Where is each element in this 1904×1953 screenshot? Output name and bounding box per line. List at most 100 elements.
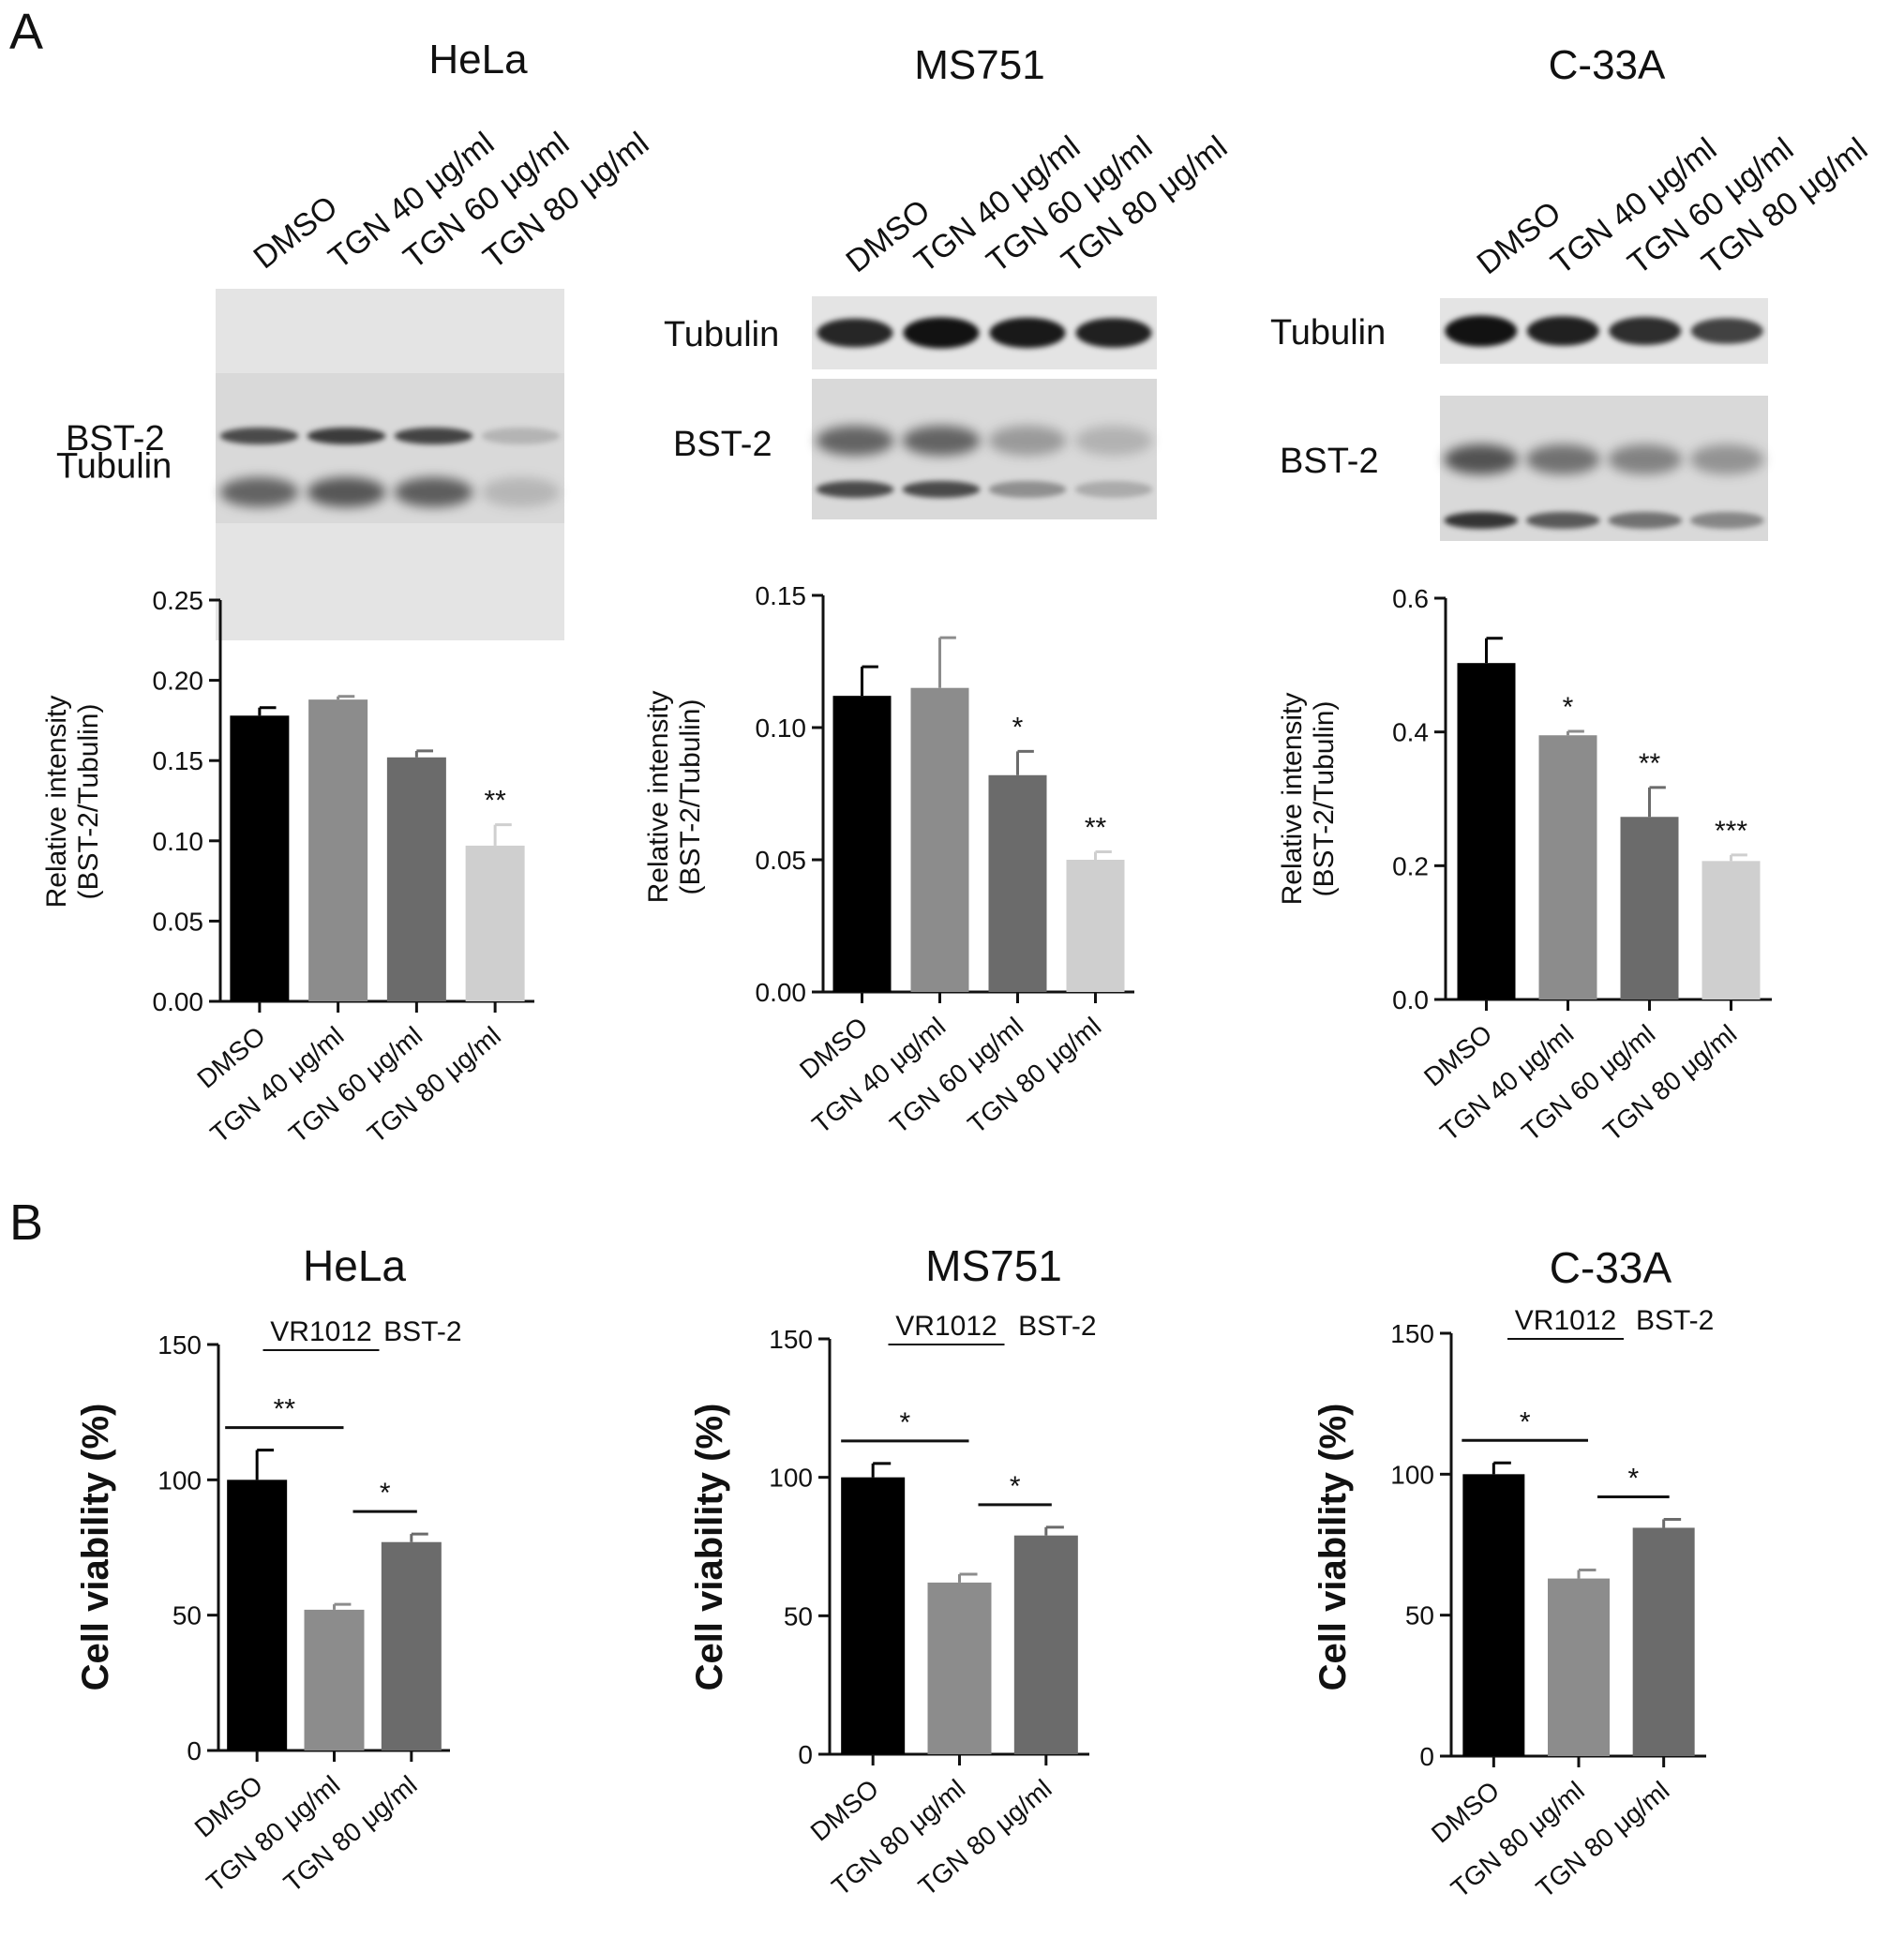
y-tick-label: 0: [798, 1740, 813, 1769]
y-tick-label: 0.10: [153, 827, 204, 856]
blot-title: HeLa: [428, 37, 528, 83]
y-tick-label: 0.10: [756, 714, 807, 743]
bar: [386, 757, 446, 1001]
significance-label: **: [274, 1394, 296, 1425]
bar: [988, 774, 1047, 992]
x-tick-label: TGN 60 μg/ml: [884, 1012, 1028, 1139]
bst2-band-upper: [1444, 444, 1519, 474]
band-label-tubulin: Tubulin: [664, 315, 779, 354]
y-axis-label: (BST-2/Tubulin): [1309, 701, 1340, 897]
bst2-band-upper: [394, 477, 473, 507]
group-label: BST-2: [1018, 1311, 1096, 1342]
bst2-band-upper: [1689, 444, 1764, 474]
y-tick-label: 0.05: [153, 907, 204, 936]
bst2-band-lower: [988, 481, 1067, 498]
bst2-band-lower: [394, 428, 473, 444]
significance-label: *: [1010, 1471, 1021, 1502]
chart-title: MS751: [925, 1241, 1062, 1290]
tubulin-band: [1075, 318, 1152, 348]
x-tick-label: TGN 80 μg/ml: [278, 1770, 423, 1898]
bst2-band-lower: [1525, 512, 1600, 529]
bst2-band-lower: [902, 481, 981, 498]
significance-label: **: [1639, 748, 1661, 779]
significance-label: *: [899, 1407, 910, 1438]
bar: [841, 1477, 906, 1754]
y-tick-label: 50: [1405, 1601, 1434, 1630]
x-tick-label: TGN 80 μg/ml: [962, 1012, 1106, 1139]
panel-label-a: A: [9, 4, 43, 60]
y-tick-label: 50: [172, 1601, 202, 1630]
tubulin-band: [817, 318, 893, 348]
y-tick-label: 150: [157, 1330, 202, 1360]
group-label: VR1012: [270, 1316, 371, 1347]
y-tick-label: 150: [1390, 1319, 1434, 1348]
y-tick-label: 100: [1390, 1460, 1434, 1489]
chart-2: 0.0 0.2 0.4 0.6 Relative intensity (BST-2/Tub…: [1277, 584, 1772, 1147]
bar: [227, 1480, 288, 1750]
y-tick-label: 0: [187, 1736, 202, 1765]
bar: [1632, 1527, 1695, 1756]
bar: [910, 687, 969, 992]
y-tick-label: 0.05: [756, 846, 807, 875]
chart-1: 0.00 0.05 0.10 0.15 Relative intensity (BST-2…: [643, 581, 1134, 1139]
bst2-band-lower: [1608, 512, 1683, 529]
group-label: BST-2: [383, 1316, 461, 1347]
significance-label: ***: [1715, 816, 1747, 847]
y-tick-label: 0.25: [153, 586, 204, 615]
y-axis-label: (BST-2/Tubulin): [73, 704, 104, 900]
bar: [1013, 1535, 1078, 1754]
y-tick-label: 150: [769, 1325, 813, 1354]
group-label: VR1012: [895, 1311, 997, 1342]
tubulin-band: [989, 317, 1066, 349]
significance-label: *: [1520, 1406, 1531, 1437]
significance-label: *: [380, 1478, 391, 1509]
bst2-band-lower: [481, 428, 561, 444]
tubulin-band: [1690, 318, 1763, 344]
bar: [304, 1609, 365, 1750]
bst2-band-upper: [481, 477, 561, 507]
x-tick-label: TGN 40 μg/ml: [205, 1021, 350, 1149]
bst2-band-upper: [816, 426, 894, 456]
lane-label: DMSO: [1471, 195, 1568, 282]
bst2-band-lower: [307, 428, 386, 444]
significance-label: **: [1085, 813, 1107, 844]
y-tick-label: 0.00: [756, 978, 807, 1007]
blot-title: C-33A: [1549, 42, 1666, 88]
bst2-band-lower: [1074, 481, 1153, 498]
x-tick-label: TGN 80 μg/ml: [362, 1021, 506, 1149]
bst2-band-upper: [902, 426, 981, 456]
tubulin-band: [1445, 315, 1518, 347]
y-axis-label: Relative intensity: [1277, 693, 1308, 906]
bar: [1457, 663, 1516, 999]
bst2-band-upper: [219, 477, 299, 507]
bar: [1462, 1474, 1525, 1756]
y-tick-label: 100: [157, 1465, 202, 1495]
band-label-bst2: BST-2: [66, 419, 165, 458]
y-axis-label: Cell viability (%): [75, 1404, 116, 1691]
x-tick-label: TGN 60 μg/ml: [283, 1021, 427, 1149]
bst2-band-upper: [307, 477, 386, 507]
x-tick-label: DMSO: [805, 1774, 884, 1847]
bar: [1620, 817, 1679, 999]
bst2-band-upper: [1525, 444, 1600, 474]
bar: [832, 696, 892, 992]
panel-label-b: B: [9, 1194, 43, 1251]
significance-label: *: [1563, 692, 1574, 723]
y-tick-label: 0.00: [153, 987, 204, 1016]
significance-label: *: [1627, 1463, 1639, 1494]
y-tick-label: 50: [784, 1601, 813, 1630]
y-axis-label: (BST-2/Tubulin): [675, 699, 706, 895]
bst2-band-lower: [816, 481, 894, 498]
chart-title: C-33A: [1550, 1243, 1672, 1292]
lane-label: DMSO: [247, 189, 345, 277]
y-tick-label: 0.0: [1392, 985, 1429, 1014]
y-axis-label: Cell viability (%): [1312, 1404, 1354, 1691]
bst2-band-lower: [219, 428, 299, 444]
